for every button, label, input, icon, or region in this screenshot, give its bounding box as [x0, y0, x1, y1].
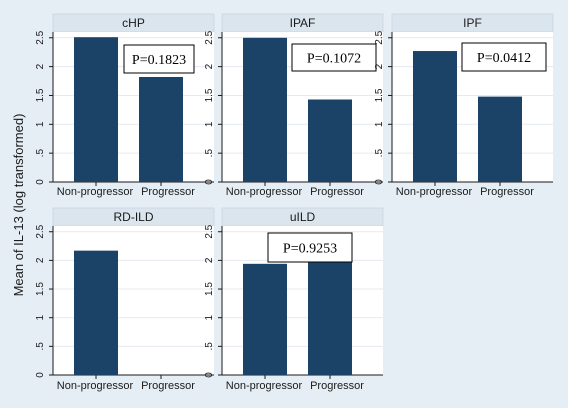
y-tick-label: 0 [204, 179, 215, 185]
y-tick-label: .5 [35, 342, 46, 351]
category-label: Non-progressor [57, 380, 134, 392]
bar-non-progressor [243, 37, 287, 183]
panel-title: uILD [290, 210, 316, 224]
y-tick-label: 2.5 [35, 30, 46, 44]
y-tick-label: 1.5 [374, 88, 385, 102]
y-tick-label: 2.5 [204, 224, 215, 238]
y-tick-label: 1.5 [35, 282, 46, 296]
y-tick-label: 1 [35, 314, 46, 320]
p-value-box [461, 42, 547, 72]
panel-title: cHP [122, 16, 145, 30]
y-tick-label: 2 [204, 63, 215, 69]
category-label: Non-progressor [396, 186, 473, 198]
category-label: Non-progressor [226, 186, 303, 198]
y-tick-label: .5 [35, 149, 46, 158]
category-label: Progressor [480, 186, 534, 198]
p-value-label: P=0.9253 [283, 242, 337, 257]
y-tick-label: 2.5 [35, 224, 46, 238]
bar-non-progressor [413, 51, 457, 183]
category-label: Progressor [310, 186, 364, 198]
bar-non-progressor [243, 263, 287, 375]
y-tick-label: 1 [374, 121, 385, 127]
category-label: Non-progressor [57, 186, 134, 198]
panel-title: RD-ILD [113, 210, 153, 224]
y-tick-label: .5 [204, 149, 215, 158]
p-value-label: P=0.1823 [132, 53, 186, 68]
p-value-box [123, 44, 195, 74]
y-tick-label: 2 [35, 63, 46, 69]
category-label: Progressor [141, 380, 195, 392]
p-value-box [291, 43, 377, 72]
bar-non-progressor [74, 37, 118, 182]
bar-progressor [308, 99, 352, 182]
bar-progressor [478, 96, 522, 182]
y-tick-label: 2.5 [204, 30, 215, 44]
y-tick-label: 2 [374, 63, 385, 69]
bar-progressor [308, 259, 352, 375]
panel-title: IPF [463, 16, 482, 30]
category-label: Non-progressor [226, 380, 303, 392]
panel-title: IPAF [290, 16, 316, 30]
p-value-label: P=0.1072 [307, 52, 361, 67]
y-tick-label: .5 [374, 149, 385, 158]
category-label: Progressor [141, 186, 195, 198]
y-tick-label: 1.5 [204, 88, 215, 102]
category-label: Progressor [310, 380, 364, 392]
y-tick-label: 2 [35, 257, 46, 263]
y-tick-label: 2 [204, 257, 215, 263]
bar-progressor [139, 77, 183, 182]
y-tick-label: 0 [35, 372, 46, 378]
y-tick-label: 1.5 [204, 282, 215, 296]
y-tick-label: 0 [204, 372, 215, 378]
y-tick-label: 1.5 [35, 88, 46, 102]
panel-ipf: IPF 0 .5 1 1.5 2 2.5 Non-progressor Progressor P=… [374, 13, 554, 198]
y-tick-label: 0 [374, 179, 385, 185]
panel-uild: uILD 0 .5 1 1.5 2 2.5 Non-progressor Progressor P… [204, 207, 384, 392]
p-value-label: P=0.0412 [477, 51, 531, 66]
y-axis-label: Mean of IL-13 (log transformed) [11, 114, 26, 297]
y-tick-label: 1 [35, 121, 46, 127]
y-tick-label: .5 [204, 342, 215, 351]
y-tick-label: 1 [204, 121, 215, 127]
p-value-box [267, 232, 353, 263]
y-tick-label: 2.5 [374, 30, 385, 44]
bar-non-progressor [74, 250, 118, 375]
y-tick-label: 0 [35, 179, 46, 185]
y-tick-label: 1 [204, 314, 215, 320]
